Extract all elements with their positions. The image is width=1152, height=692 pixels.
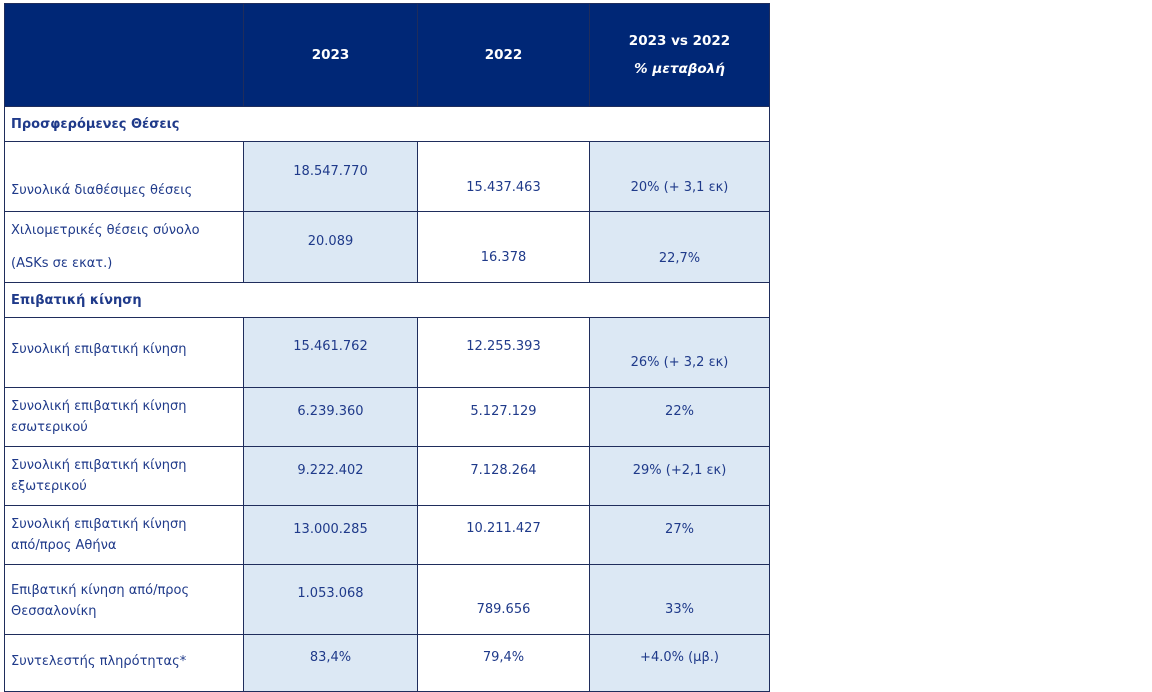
value-2023: 18.547.770 <box>243 141 418 212</box>
table-row: Συνολικά διαθέσιμες θέσεις 18.547.770 15… <box>4 141 770 212</box>
value-change: 20% (+ 3,1 εκ) <box>589 141 770 212</box>
value-2023: 15.461.762 <box>243 317 418 388</box>
value-2022: 5.127.129 <box>417 387 590 447</box>
value-change: 33% <box>589 564 770 635</box>
row-label: Επιβατική κίνηση από/προς Θεσσαλονίκη <box>4 564 244 635</box>
value-change: 27% <box>589 505 770 565</box>
value-2022: 79,4% <box>417 634 590 692</box>
header-change: 2023 vs 2022 % μεταβολή <box>589 3 770 107</box>
row-label: Χιλιομετρικές θέσεις σύνολο (ASKs σε εκατ… <box>4 211 244 283</box>
value-2022: 789.656 <box>417 564 590 635</box>
statistics-table: 2023 2022 2023 vs 2022 % μεταβολή Προσφε… <box>4 3 770 692</box>
section-row-seats: Προσφερόμενες Θέσεις <box>4 106 770 142</box>
section-row-passengers: Επιβατική κίνηση <box>4 282 770 318</box>
value-2022: 7.128.264 <box>417 446 590 506</box>
value-2023: 83,4% <box>243 634 418 692</box>
row-label: Συνολική επιβατική κίνηση από/προς Αθήνα <box>4 505 244 565</box>
section-title-passengers: Επιβατική κίνηση <box>4 282 770 318</box>
table-row: Συνολική επιβατική κίνηση εσωτερικού 6.23… <box>4 387 770 447</box>
value-2022: 10.211.427 <box>417 505 590 565</box>
header-empty-cell <box>4 3 244 107</box>
value-2023: 6.239.360 <box>243 387 418 447</box>
value-change: 26% (+ 3,2 εκ) <box>589 317 770 388</box>
table-row: Συνολική επιβατική κίνηση από/προς Αθήνα … <box>4 505 770 565</box>
value-2022: 16.378 <box>417 211 590 283</box>
table-row: Χιλιομετρικές θέσεις σύνολο (ASKs σε εκατ… <box>4 211 770 283</box>
value-2023: 13.000.285 <box>243 505 418 565</box>
row-label: Συντελεστής πληρότητας* <box>4 634 244 692</box>
value-2023: 20.089 <box>243 211 418 283</box>
section-title-seats: Προσφερόμενες Θέσεις <box>4 106 770 142</box>
value-2022: 12.255.393 <box>417 317 590 388</box>
value-change: +4.0% (μβ.) <box>589 634 770 692</box>
header-change-label: 2023 vs 2022 <box>628 33 731 49</box>
header-2023: 2023 <box>243 3 418 107</box>
row-label: Συνολικά διαθέσιμες θέσεις <box>4 141 244 212</box>
value-2022: 15.437.463 <box>417 141 590 212</box>
value-change: 22% <box>589 387 770 447</box>
value-2023: 1.053.068 <box>243 564 418 635</box>
table-row: Επιβατική κίνηση από/προς Θεσσαλονίκη 1.0… <box>4 564 770 635</box>
value-2023: 9.222.402 <box>243 446 418 506</box>
value-change: 22,7% <box>589 211 770 283</box>
table-row: Συνολική επιβατική κίνηση 15.461.762 12.… <box>4 317 770 388</box>
table-row: Συνολική επιβατική κίνηση εξωτερικού 9.22… <box>4 446 770 506</box>
row-label: Συνολική επιβατική κίνηση <box>4 317 244 388</box>
row-label: Συνολική επιβατική κίνηση εξωτερικού <box>4 446 244 506</box>
table-header-row: 2023 2022 2023 vs 2022 % μεταβολή <box>4 3 770 107</box>
row-label: Συνολική επιβατική κίνηση εσωτερικού <box>4 387 244 447</box>
header-2022: 2022 <box>417 3 590 107</box>
table-row: Συντελεστής πληρότητας* 83,4% 79,4% +4.0… <box>4 634 770 692</box>
header-change-sub: % μεταβολή <box>634 61 725 77</box>
value-change: 29% (+2,1 εκ) <box>589 446 770 506</box>
